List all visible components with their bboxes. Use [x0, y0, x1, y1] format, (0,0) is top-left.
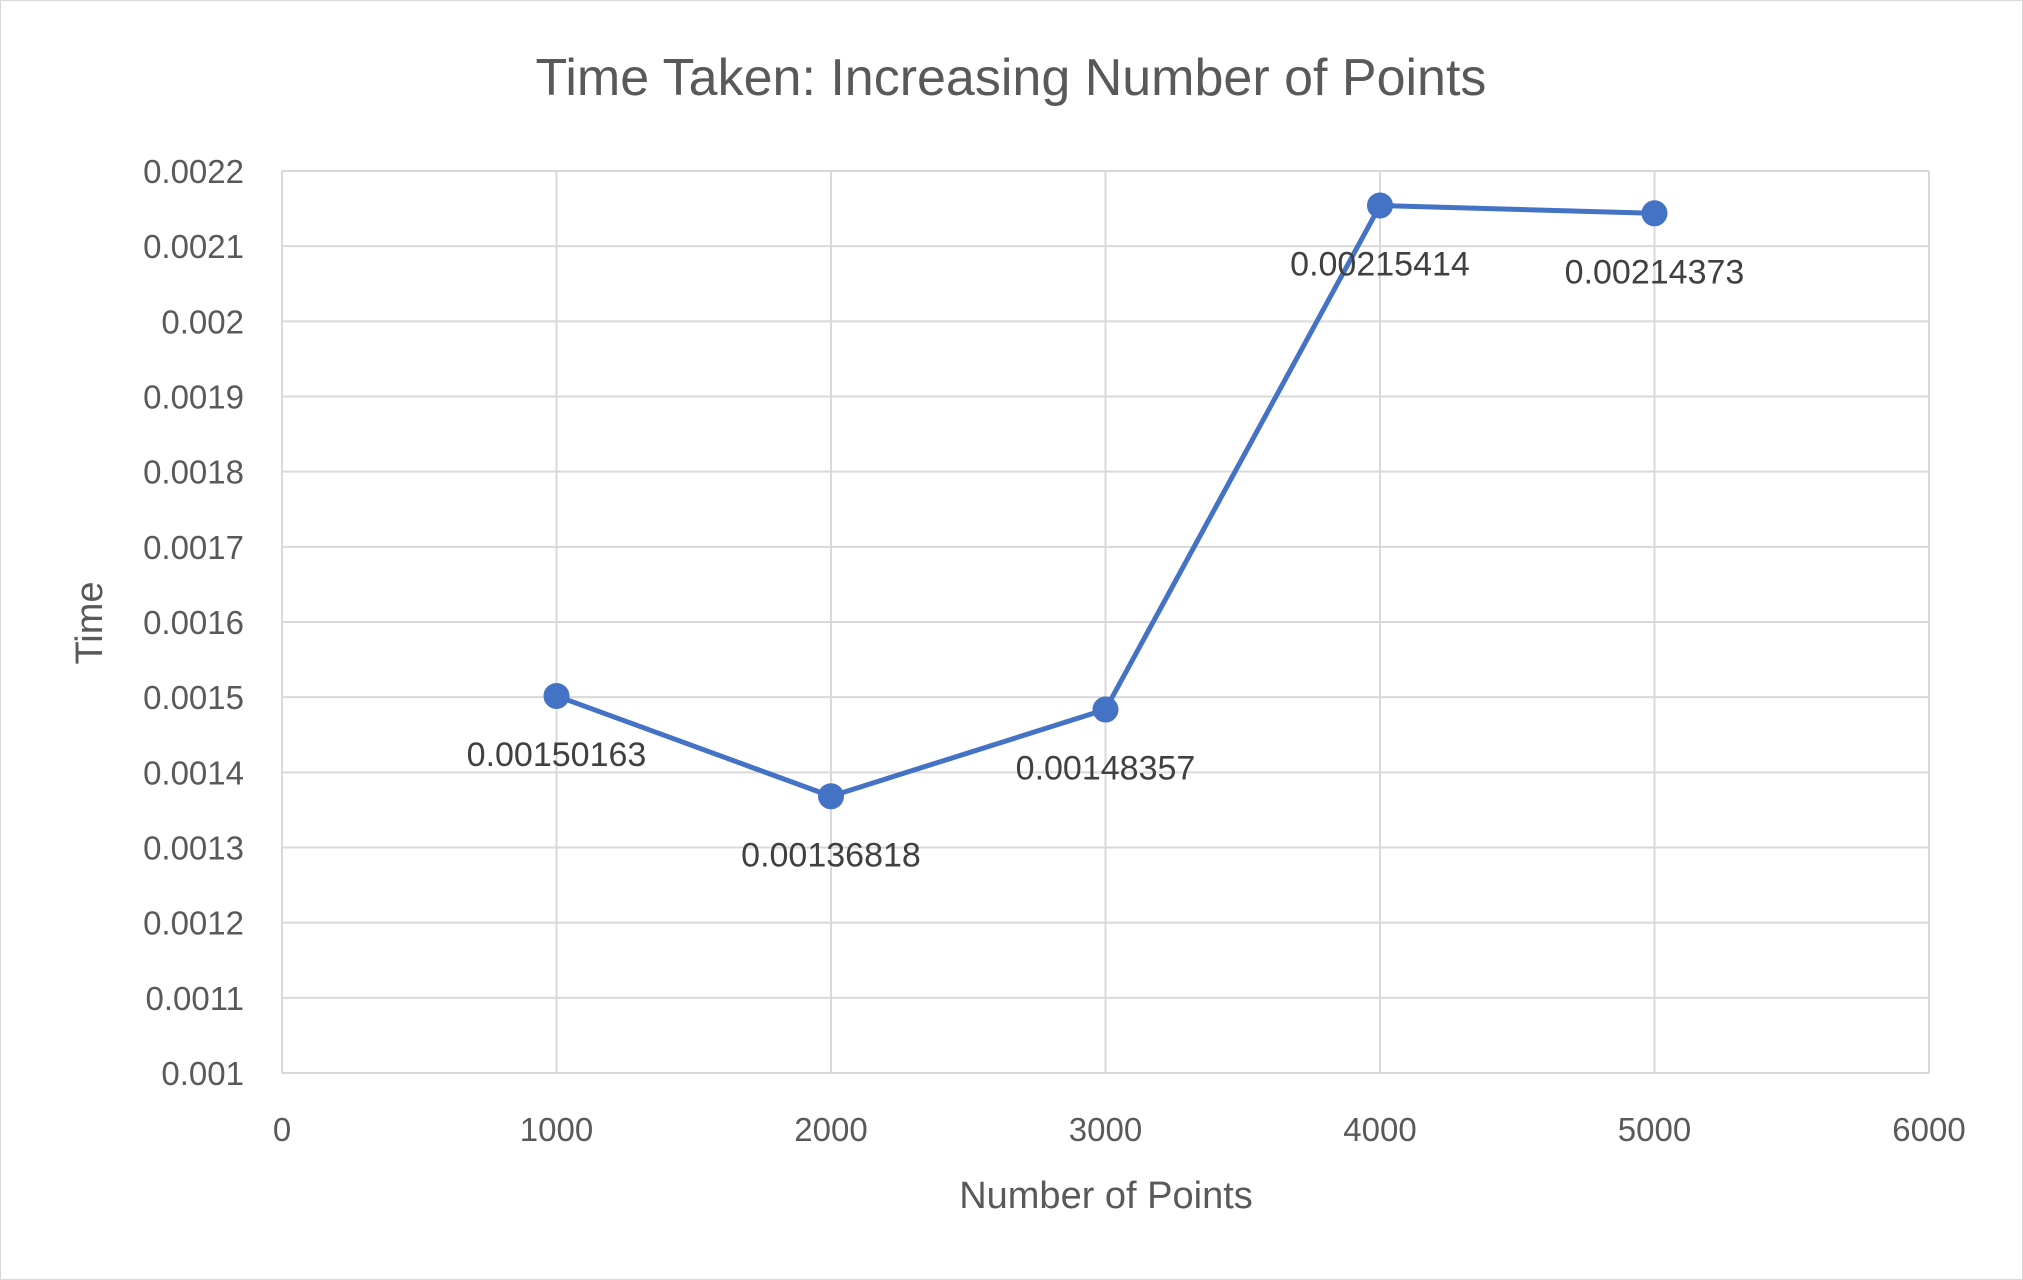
y-tick-label: 0.0014 [143, 754, 244, 791]
x-tick-label: 5000 [1618, 1111, 1691, 1148]
data-label: 0.00150163 [467, 736, 647, 774]
x-tick-label: 3000 [1069, 1111, 1142, 1148]
y-tick-label: 0.0017 [143, 529, 244, 566]
data-label: 0.00214373 [1565, 253, 1745, 291]
data-label: 0.00136818 [741, 836, 921, 874]
series-group: 0.00150163 0.00136818 0.00148357 0.00215414… [467, 192, 1745, 874]
y-axis-ticks: 0.001 0.0011 0.0012 0.0013 0.0014 0.0015 0.001… [143, 153, 244, 1092]
x-axis-label: Number of Points [959, 1175, 1253, 1217]
chart-title: Time Taken: Increasing Number of Points [536, 49, 1487, 107]
data-point [1367, 192, 1393, 219]
data-point [1092, 696, 1119, 723]
data-point [543, 682, 570, 709]
vertical-gridlines [281, 171, 1930, 1073]
y-tick-label: 0.0019 [143, 379, 244, 416]
y-tick-label: 0.0022 [143, 153, 244, 190]
y-tick-label: 0.0015 [143, 679, 244, 716]
data-label: 0.00148357 [1016, 750, 1196, 788]
x-tick-label: 2000 [794, 1111, 867, 1148]
y-tick-label: 0.0016 [143, 604, 244, 641]
data-point [818, 783, 844, 810]
x-tick-label: 4000 [1343, 1111, 1416, 1148]
data-label: 0.00215414 [1290, 245, 1470, 283]
y-tick-label: 0.002 [161, 303, 244, 340]
y-tick-label: 0.0012 [143, 905, 244, 942]
x-tick-label: 6000 [1892, 1111, 1965, 1148]
y-tick-label: 0.0021 [143, 228, 244, 265]
x-tick-label: 0 [273, 1111, 291, 1148]
y-tick-label: 0.0018 [143, 454, 244, 491]
y-tick-label: 0.0011 [146, 980, 244, 1017]
y-axis-label: Time [69, 581, 111, 664]
x-tick-label: 1000 [520, 1111, 593, 1148]
y-tick-label: 0.0013 [143, 830, 244, 867]
data-point [1641, 200, 1668, 227]
y-tick-label: 0.001 [161, 1055, 244, 1092]
x-axis-ticks: 0 1000 2000 3000 4000 5000 6000 [273, 1111, 1966, 1148]
